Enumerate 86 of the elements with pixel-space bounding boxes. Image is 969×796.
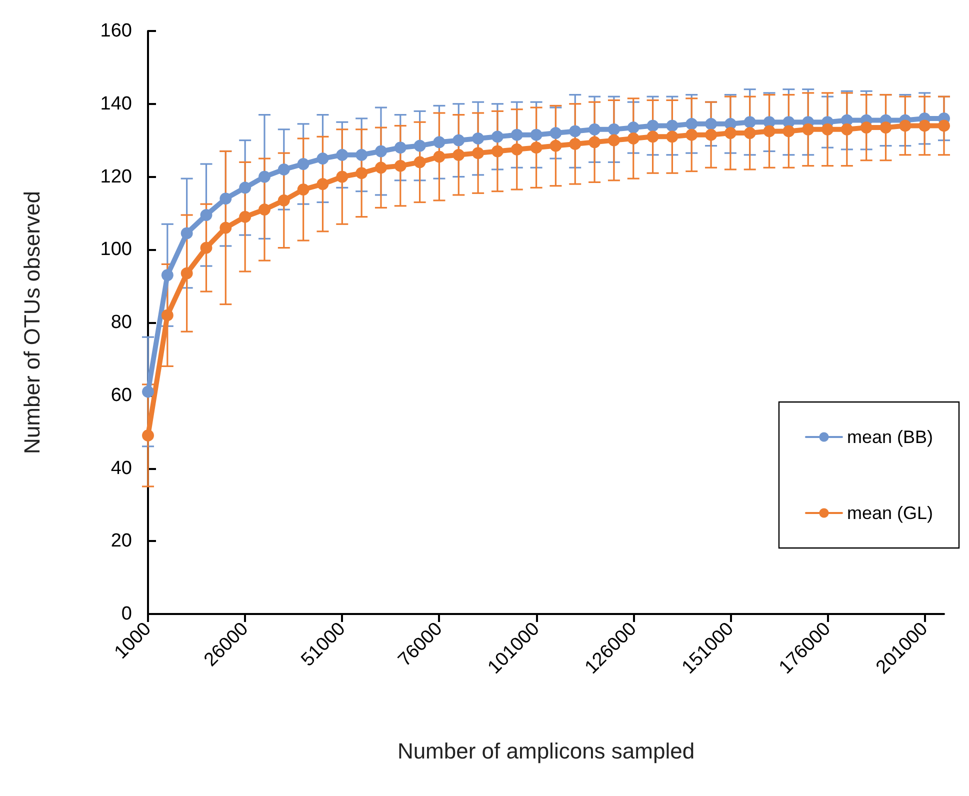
point (239, 182, 252, 194)
point (686, 128, 698, 141)
point (200, 209, 212, 222)
point (316, 178, 329, 190)
point (744, 116, 756, 128)
point (414, 156, 426, 168)
point (491, 145, 504, 158)
point (452, 134, 465, 146)
point (530, 128, 542, 141)
y-tick-label: 20 (110, 530, 132, 552)
y-tick-label: 40 (110, 458, 132, 479)
point (530, 142, 542, 154)
point (258, 170, 270, 183)
point (686, 118, 698, 130)
point (374, 145, 387, 158)
y-axis-title: Number of OTUs observed (20, 191, 44, 454)
point (938, 120, 950, 132)
point (356, 167, 368, 180)
point (142, 386, 154, 398)
point (433, 136, 446, 148)
point (627, 132, 640, 144)
point (608, 123, 620, 136)
point (336, 170, 348, 183)
point (278, 163, 290, 176)
point (394, 160, 406, 172)
y-tick-label: 80 (110, 312, 132, 333)
y-tick-label: 0 (121, 604, 132, 624)
point (180, 227, 193, 240)
y-tick-label: 100 (100, 239, 132, 260)
point (666, 120, 678, 132)
point (374, 162, 387, 174)
point (918, 120, 931, 132)
point (724, 127, 736, 140)
point (802, 123, 814, 136)
point (452, 148, 465, 161)
point (161, 309, 174, 322)
point (744, 127, 756, 140)
y-tick-label: 160 (100, 20, 132, 42)
point (588, 136, 601, 148)
point (258, 204, 270, 216)
point (569, 138, 582, 150)
point (899, 120, 912, 132)
point (705, 128, 718, 141)
y-tick-label: 120 (100, 166, 132, 188)
legend-label: mean (BB) (846, 427, 934, 447)
point (510, 143, 523, 156)
point (297, 158, 310, 170)
point (666, 130, 678, 143)
point (588, 123, 601, 136)
point (142, 429, 154, 442)
point (822, 123, 834, 136)
legend-label: mean (GL) (846, 503, 934, 523)
point (433, 150, 446, 163)
point (550, 140, 562, 152)
point (200, 242, 212, 254)
point (646, 120, 659, 132)
point (278, 194, 290, 206)
point (394, 142, 406, 154)
point (627, 122, 640, 134)
point (840, 123, 853, 136)
point (491, 130, 504, 143)
point (180, 267, 193, 280)
point (161, 269, 174, 282)
y-tick-label: 140 (100, 93, 132, 114)
point (880, 122, 892, 134)
point (569, 125, 582, 138)
point (239, 210, 252, 223)
point (646, 130, 659, 143)
point (510, 128, 523, 141)
point (763, 125, 776, 138)
point (220, 192, 232, 205)
point (608, 134, 620, 146)
point (356, 148, 368, 161)
point (472, 132, 484, 144)
point (414, 140, 426, 152)
point (336, 148, 348, 161)
point (297, 184, 310, 196)
x-axis-title: Number of amplicons sampled (397, 738, 695, 764)
y-tick-label: 60 (110, 384, 132, 406)
point (316, 152, 329, 165)
point (472, 147, 484, 160)
point (220, 222, 232, 234)
point (550, 127, 562, 140)
point (705, 118, 718, 130)
point (860, 122, 872, 134)
point (782, 125, 795, 138)
